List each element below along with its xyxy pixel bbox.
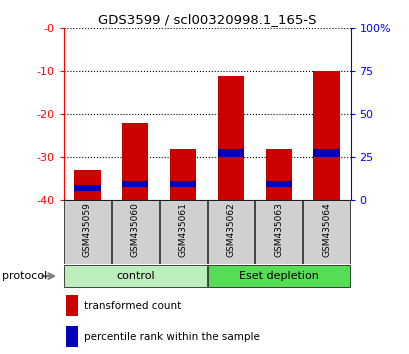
Text: GSM435063: GSM435063: [274, 202, 283, 257]
Bar: [122, 123, 148, 200]
Bar: [64, 265, 206, 287]
Text: GSM435062: GSM435062: [226, 202, 235, 257]
Text: control: control: [116, 271, 154, 281]
Bar: [170, 181, 196, 187]
Text: transformed count: transformed count: [83, 301, 180, 311]
Bar: [112, 200, 158, 264]
Bar: [170, 149, 196, 200]
Bar: [64, 200, 110, 264]
Bar: [302, 200, 349, 264]
Text: Eset depletion: Eset depletion: [238, 271, 318, 281]
Text: GSM435061: GSM435061: [178, 202, 187, 257]
Text: GSM435064: GSM435064: [321, 202, 330, 257]
Bar: [313, 71, 339, 200]
Bar: [255, 200, 301, 264]
Bar: [265, 149, 291, 200]
Bar: [217, 149, 243, 157]
Bar: [313, 149, 339, 157]
Text: GSM435060: GSM435060: [130, 202, 139, 257]
Bar: [74, 170, 100, 200]
Bar: [207, 200, 254, 264]
Text: GSM435059: GSM435059: [83, 202, 92, 257]
Bar: [265, 181, 291, 187]
Bar: [207, 265, 349, 287]
Bar: [217, 75, 243, 200]
Text: protocol: protocol: [2, 271, 47, 281]
Text: percentile rank within the sample: percentile rank within the sample: [83, 332, 259, 342]
Bar: [66, 326, 78, 347]
Bar: [74, 185, 100, 192]
Title: GDS3599 / scl00320998.1_165-S: GDS3599 / scl00320998.1_165-S: [98, 13, 315, 26]
Bar: [159, 200, 206, 264]
Bar: [122, 181, 148, 187]
Bar: [66, 295, 78, 316]
